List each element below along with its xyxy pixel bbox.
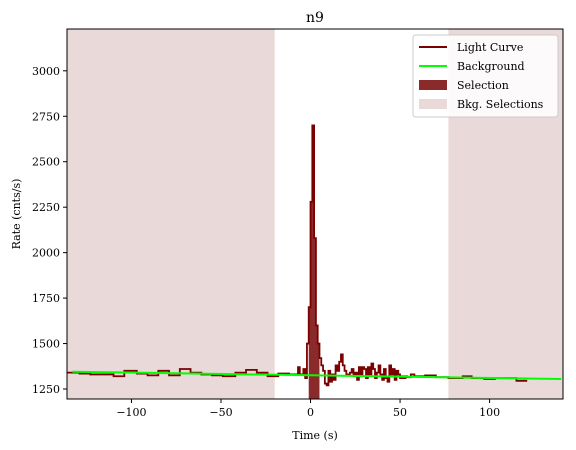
bkg-selection-region	[67, 29, 275, 399]
y-axis: 1250 1500 1750 2000 2250 2500 2750 3000	[32, 65, 67, 396]
y-tick-label: 1500	[32, 338, 60, 351]
y-tick-label: 1750	[32, 292, 60, 305]
x-axis: −100 −50 0 50 100	[116, 399, 500, 419]
x-tick-label: 0	[307, 406, 314, 419]
legend: Light Curve Background Selection Bkg. Selec…	[412, 34, 559, 118]
x-tick-label: 100	[479, 406, 500, 419]
legend-swatch	[419, 99, 447, 109]
y-tick-label: 3000	[32, 65, 60, 78]
x-tick-label: −50	[209, 406, 232, 419]
y-tick-label: 2250	[32, 201, 60, 214]
axes-frame	[66, 28, 564, 400]
x-tick-label: −100	[116, 406, 146, 419]
x-axis-label: Time (s)	[292, 429, 338, 442]
y-tick-label: 2750	[32, 110, 60, 123]
legend-swatch	[419, 80, 447, 90]
y-axis-label: Rate (cnts/s)	[10, 179, 23, 250]
background-line	[72, 370, 562, 380]
legend-label: Background	[457, 60, 525, 73]
legend-label: Bkg. Selections	[457, 98, 544, 111]
y-tick-label: 2000	[32, 247, 60, 260]
y-tick-label: 2500	[32, 156, 60, 169]
legend-label: Light Curve	[457, 41, 523, 54]
legend-label: Selection	[457, 79, 509, 92]
y-tick-label: 1250	[32, 383, 60, 396]
legend-box	[412, 34, 559, 118]
chart-title: n9	[306, 10, 324, 26]
x-tick-label: 50	[393, 406, 407, 419]
